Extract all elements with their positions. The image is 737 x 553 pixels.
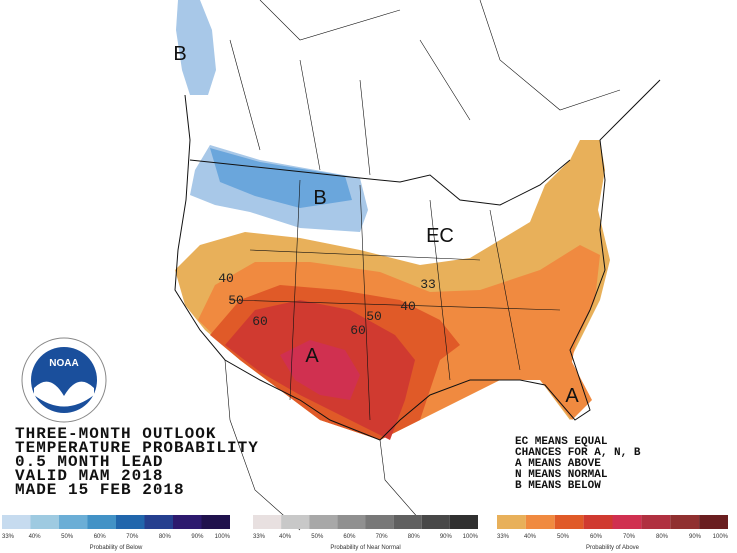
legend-swatch [309,515,338,529]
outlook-header: MADE 15 FEB 2018 [15,481,185,499]
outlook-header: 0.5 MONTH LEAD [15,453,163,471]
legend-tick: 40% [524,534,537,540]
legend-swatch [393,515,422,529]
legend-tick: 50% [311,534,324,540]
logo-text: NOAA [49,358,78,369]
legend-tick: 70% [126,534,139,540]
legend-swatch [253,515,282,529]
below-region [176,0,216,95]
legend-tick: 90% [440,534,453,540]
legend-caption: Probability of Below [90,545,143,551]
contour-label: 40 [218,271,234,286]
legend-caption: Probability of Near Normal [330,545,400,551]
legend-tick: 90% [191,534,204,540]
legend-tick: 60% [343,534,356,540]
legend-swatch [641,515,671,529]
legend-swatch [365,515,394,529]
legend-tick: 70% [376,534,389,540]
legend-tick: 60% [590,534,603,540]
region-label: A [305,345,319,367]
legend-tick: 90% [689,534,702,540]
legend-swatch [421,515,450,529]
legend-tick: 100% [463,534,479,540]
outlook-header: TEMPERATURE PROBABILITY [15,439,259,457]
legend-swatch [201,515,230,529]
legend-swatch [87,515,116,529]
legend-swatch [670,515,700,529]
legend-swatch [30,515,59,529]
contour-label: 33 [420,277,436,292]
legend-swatch [59,515,88,529]
legend-tick: 50% [61,534,74,540]
province-lines [229,0,621,421]
legend-swatch [699,515,728,529]
legend-tick: 80% [656,534,669,540]
legend-swatch [554,515,584,529]
region-label: A [565,385,579,407]
contour-label: 60 [350,323,366,338]
legend-tick: 60% [94,534,107,540]
legend-tick: 100% [215,534,231,540]
below-region-dark [210,148,352,208]
legend-swatch [173,515,202,529]
legend-tick: 33% [2,534,15,540]
legend-swatch [2,515,31,529]
legend-tick: 80% [408,534,421,540]
legend-tick: 40% [279,534,292,540]
key-line: A MEANS ABOVE [515,458,601,470]
key-line: EC MEANS EQUAL [515,436,608,448]
region-label: EC [426,225,454,247]
outlook-header: THREE-MONTH OUTLOOK [15,425,216,443]
legend-tick: 33% [497,534,510,540]
country-border [189,159,571,206]
legend-swatch [525,515,555,529]
legend-tick: 50% [557,534,570,540]
contour-label: 50 [228,293,244,308]
region-label: B [173,43,186,65]
key-line: N MEANS NORMAL [515,469,608,481]
key-line: B MEANS BELOW [515,480,601,492]
legend-caption: Probability of Above [586,545,640,551]
legend-swatch [337,515,366,529]
legend-swatch [144,515,173,529]
legend-tick: 80% [159,534,172,540]
legend-swatch [612,515,642,529]
legend-tick: 100% [713,534,729,540]
contour-label: 50 [366,309,382,324]
region-label: B [313,187,326,209]
legend-tick: 40% [29,534,42,540]
legend-swatch [583,515,613,529]
legend-swatch [116,515,145,529]
legend-swatch [281,515,310,529]
contour-label: 60 [252,314,268,329]
legend-swatch [449,515,478,529]
coastline [174,79,661,441]
legend-swatch [497,515,526,529]
contour-label: 40 [400,299,416,314]
logo-gull [34,381,94,407]
mexico-border [224,359,421,531]
outlook-header: VALID MAM 2018 [15,467,163,485]
above-region-70 [280,340,360,400]
key-line: CHANCES FOR A, N, B [515,447,641,459]
legend-tick: 70% [623,534,636,540]
legend-tick: 33% [253,534,266,540]
